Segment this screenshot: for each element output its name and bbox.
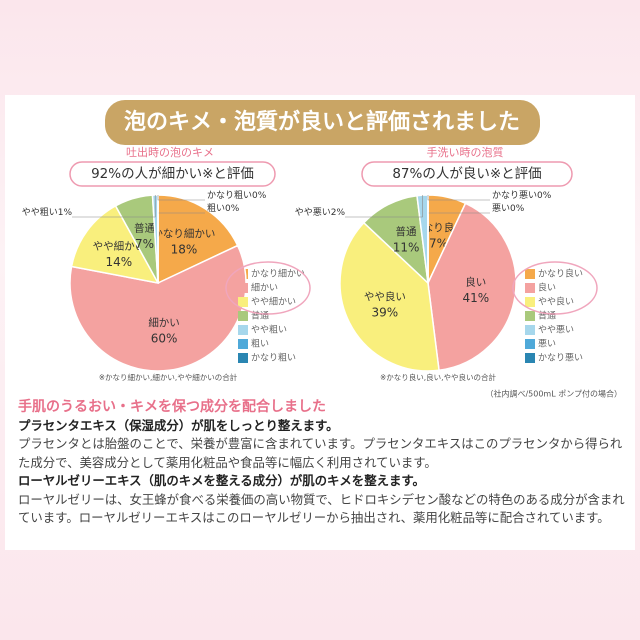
slice-category: かなり悪い <box>492 190 537 201</box>
slice-value: 41% <box>462 291 489 305</box>
pie-slice <box>157 194 239 285</box>
legend-swatch <box>238 353 248 363</box>
slice-value: 0% <box>225 204 240 214</box>
legend-label: やや悪い <box>538 325 574 336</box>
legend-swatch <box>525 325 535 335</box>
slice-category: やや細かい <box>93 240 146 253</box>
legend-label: やや良い <box>538 296 574 308</box>
block-text: プラセンタとは胎盤のことで、栄養が豊富に含まれています。プラセンタエキスはこのプ… <box>18 436 623 470</box>
legend-swatch <box>525 283 535 293</box>
pie-slice <box>339 221 440 372</box>
slice-category: 粗い <box>207 202 225 214</box>
slice-category: 細かい <box>148 316 180 329</box>
slice-category: やや悪い <box>295 207 331 218</box>
legend-label: やや粗い <box>251 324 287 336</box>
legend-swatch <box>525 297 535 307</box>
banner-bg <box>105 100 540 145</box>
block-title: プラセンタエキス（保湿成分）が肌をしっとり整えます。 <box>18 417 339 433</box>
legend-label: 普通 <box>538 310 556 322</box>
slice-category: 普通 <box>396 225 417 238</box>
block-text: ローヤルゼリーは、女王蜂が食べる栄養価の高い物質で、ヒドロキシデセン酸などの特色… <box>18 491 625 526</box>
slice-value: 11% <box>393 240 420 254</box>
block-title: ローヤルゼリーエキス（肌のキメを整える成分）が肌のキメを整えます。 <box>18 473 425 488</box>
legend-swatch <box>238 311 248 321</box>
section: 手肌のうるおい・キメを保つ成分を配合しました プラセンタエキス（保湿成分）が肌を… <box>18 398 630 528</box>
slice-category: 良い <box>465 276 486 289</box>
legend-label: かなり細かい <box>251 268 305 280</box>
legend-label: 悪い <box>538 339 556 350</box>
chart-subtitle: 手洗い時の泡質 <box>427 145 504 159</box>
slice-value: 2% <box>331 208 346 218</box>
slice-category: かなり粗い <box>207 189 252 201</box>
leader-line <box>345 195 423 218</box>
slice-label: 悪い0% <box>492 203 525 214</box>
legend-swatch <box>238 297 248 307</box>
leader-line <box>157 195 205 201</box>
pie-slice <box>70 204 160 285</box>
slice-value: 0% <box>537 191 552 201</box>
slice-value: 7% <box>135 237 154 251</box>
source-note: （社内調べ/500mL ポンプ付の場合） <box>485 389 622 399</box>
slice-category: 普通 <box>134 222 155 235</box>
slice-label: かなり悪い0% <box>492 190 552 201</box>
slice-label: やや悪い2% <box>295 207 346 218</box>
headline-box <box>69 161 276 187</box>
slice-value: 1% <box>58 208 73 218</box>
slice-value: 0% <box>510 204 525 214</box>
legend-swatch <box>525 353 535 363</box>
legend-swatch <box>238 339 248 349</box>
slice-category: やや粗い <box>22 206 58 218</box>
legend-label: 良い <box>538 282 556 294</box>
legend-label: 細かい <box>251 282 278 294</box>
legend-swatch <box>525 311 535 321</box>
section-heading: 手肌のうるおい・キメを保つ成分を配合しました <box>18 399 326 415</box>
footnote: ※かなり細かい,細かい,やや細かいの合計 <box>99 372 238 382</box>
slice-value: 18% <box>171 243 198 257</box>
legend-label: 粗い <box>251 338 269 350</box>
chart-subtitle: 吐出時の泡のキメ <box>126 145 214 159</box>
slice-label: やや粗い1% <box>22 206 73 218</box>
legend-label: かなり悪い <box>538 353 583 364</box>
slice-category: かなり細かい <box>152 227 215 240</box>
footnote: ※かなり良い,良い,やや良いの合計 <box>380 372 497 382</box>
leader-line <box>427 195 490 201</box>
legend-label: やや細かい <box>251 296 296 308</box>
legend-circle <box>512 261 598 315</box>
headline: 87%の人が良い※と評価 <box>392 166 541 182</box>
legend-swatch <box>525 339 535 349</box>
legend-swatch <box>238 283 248 293</box>
legend-label: かなり粗い <box>251 352 296 364</box>
slice-value: 60% <box>151 332 178 346</box>
legend-label: 普通 <box>251 310 269 322</box>
slice-value: 7% <box>429 236 448 250</box>
legend-circle <box>225 261 311 315</box>
slice-value: 0% <box>252 191 267 201</box>
legend-swatch <box>525 269 535 279</box>
slice-label: かなり粗い0% <box>207 189 267 201</box>
headline-box <box>361 161 573 187</box>
leader-line <box>72 195 156 218</box>
headline: 92%の人が細かい※と評価 <box>91 166 254 182</box>
slice-category: やや良い <box>364 290 406 303</box>
legend-swatch <box>238 325 248 335</box>
legend-label: かなり良い <box>538 268 583 280</box>
slice-value: 14% <box>106 255 133 269</box>
slice-category: 悪い <box>492 203 510 214</box>
slice-label: 粗い0% <box>207 202 240 214</box>
slice-value: 39% <box>372 305 399 319</box>
banner: 泡のキメ・泡質が良いと評価されました <box>124 109 520 135</box>
